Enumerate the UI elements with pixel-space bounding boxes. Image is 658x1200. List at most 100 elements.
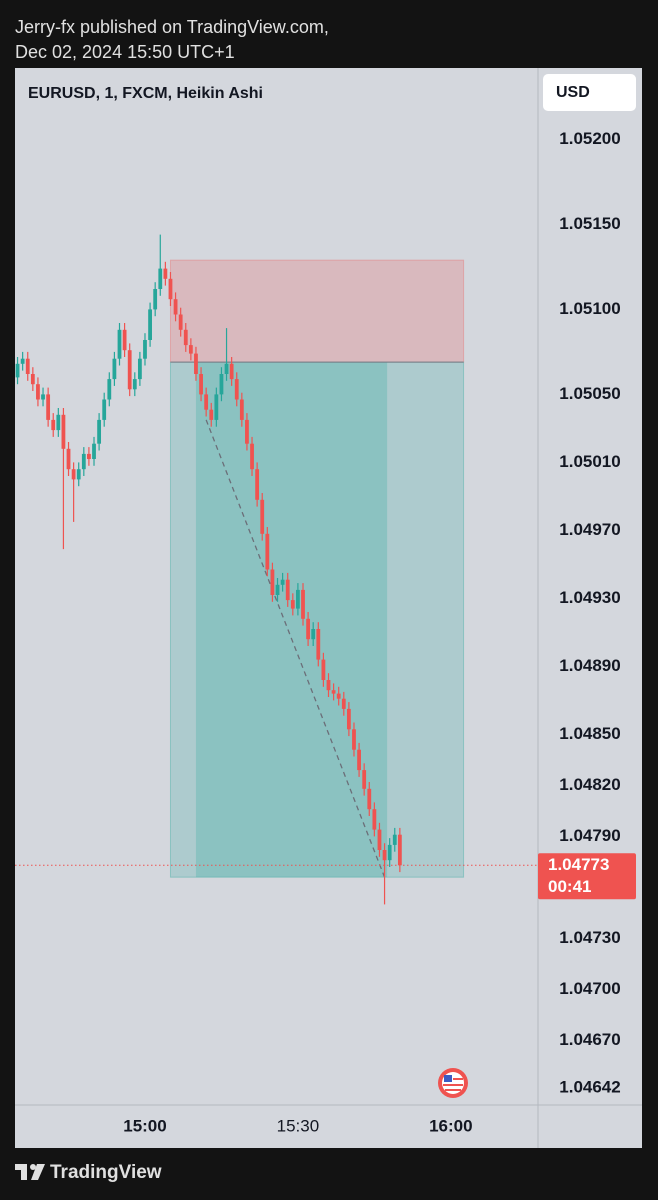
candle-body: [331, 690, 336, 694]
candle-body: [30, 374, 35, 385]
candle-body: [301, 589, 305, 619]
candle-body: [239, 399, 244, 420]
candle-body: [290, 600, 295, 609]
candle-body: [280, 579, 285, 585]
y-tick-label: 1.04700: [559, 979, 620, 998]
candle-body: [183, 329, 188, 346]
candle-body: [341, 698, 346, 709]
last-price-label: 1.04773: [548, 855, 609, 874]
candle-body: [352, 729, 356, 750]
countdown-label: 00:41: [548, 877, 591, 896]
candle-body: [61, 414, 66, 449]
candle-body: [41, 394, 45, 400]
candle-body: [15, 363, 20, 378]
x-tick-label: 15:30: [277, 1116, 320, 1135]
candle-body: [219, 374, 224, 395]
target-zone: [169, 361, 465, 878]
candle-body: [143, 340, 147, 359]
candle-body: [321, 659, 326, 680]
candle-body: [168, 278, 173, 300]
y-tick-label: 1.04970: [559, 520, 620, 539]
candle-body: [163, 268, 168, 279]
y-tick-label: 1.04670: [559, 1030, 620, 1049]
currency-button[interactable]: [543, 74, 636, 111]
candle-body: [97, 419, 102, 444]
candle-body: [311, 629, 316, 640]
candle-body: [194, 353, 198, 374]
candle-body: [255, 469, 260, 500]
last-price-box: [538, 853, 636, 900]
candle-body: [224, 363, 229, 374]
candle-body: [137, 358, 142, 380]
candle-body: [127, 350, 132, 390]
candle-body: [214, 394, 219, 420]
x-tick-label: 15:00: [123, 1116, 166, 1135]
candle-body: [387, 844, 392, 861]
candle-body: [178, 314, 183, 330]
symbol-legend: EURUSD, 1, FXCM, Heikin Ashi: [28, 85, 263, 102]
candle-body: [153, 289, 158, 310]
candle-body: [71, 469, 76, 480]
candle-body: [66, 448, 71, 470]
candle-body: [25, 358, 30, 374]
y-tick-label: 1.04820: [559, 775, 620, 794]
candle-body: [148, 309, 152, 340]
candle-body: [397, 834, 402, 866]
candle-body: [132, 379, 137, 390]
y-tick-label: 1.05050: [559, 384, 620, 403]
candle-body: [117, 329, 122, 359]
candle-body: [285, 579, 290, 601]
candle-body: [372, 809, 377, 830]
y-tick-label: 1.04930: [559, 588, 620, 607]
brand-logo: [15, 1164, 45, 1180]
candle-body: [234, 379, 239, 400]
y-tick-label: 1.05010: [559, 452, 620, 471]
candle-body: [188, 345, 193, 354]
candle-body: [229, 363, 234, 380]
candle-body: [270, 569, 275, 595]
candle-body: [56, 414, 61, 431]
candle-body: [392, 834, 397, 845]
candle-body: [346, 708, 351, 730]
candle-body: [357, 749, 361, 771]
candle-body: [362, 770, 367, 789]
candle-body: [296, 589, 300, 609]
candle-body: [87, 453, 91, 459]
y-tick-label: 1.05150: [559, 214, 620, 233]
candle-body: [20, 358, 25, 364]
currency-label[interactable]: USD: [556, 84, 590, 101]
candle-body: [102, 399, 107, 420]
candle-body: [46, 394, 51, 420]
flag-icon: [438, 1068, 468, 1098]
candle-body: [260, 499, 265, 534]
candle-body: [122, 329, 127, 351]
candle-body: [112, 358, 117, 380]
candle-body: [265, 533, 270, 570]
candle-body: [173, 299, 178, 315]
y-tick-label: 1.04642: [559, 1077, 620, 1096]
candle-body: [367, 788, 372, 810]
candle-body: [275, 584, 280, 595]
candle-body: [51, 419, 56, 431]
candle-body: [245, 419, 249, 444]
publisher: Jerry-fx published on TradingView.com,: [15, 17, 329, 37]
candle-body: [306, 618, 311, 640]
candle-body: [250, 443, 254, 470]
trend-line: [205, 419, 386, 878]
y-tick-label: 1.04790: [559, 826, 620, 845]
candle-body: [199, 374, 203, 395]
target-zone-active: [195, 362, 388, 878]
y-tick-label: 1.05200: [559, 129, 620, 148]
candle-body: [92, 443, 96, 459]
candle-body: [204, 394, 209, 410]
candle-body: [377, 829, 382, 850]
candle-body: [76, 469, 81, 480]
candle-body: [36, 384, 40, 400]
x-tick-label: 16:00: [429, 1116, 472, 1135]
y-tick-label: 1.05100: [559, 299, 620, 318]
candle-body: [158, 268, 163, 289]
candle-body: [107, 379, 112, 400]
brand-name: TradingView: [50, 1162, 162, 1183]
y-tick-label: 1.04850: [559, 724, 620, 743]
